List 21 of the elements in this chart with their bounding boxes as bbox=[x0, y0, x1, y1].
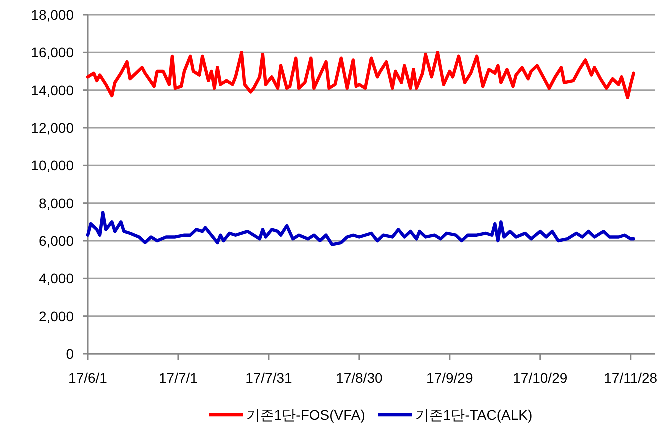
x-tick-label: 17/7/31 bbox=[246, 370, 293, 386]
line-series bbox=[86, 211, 636, 246]
line-series bbox=[86, 51, 636, 100]
y-tick-label: 12,000 bbox=[31, 120, 74, 136]
y-tick-label: 2,000 bbox=[38, 308, 74, 324]
y-tick-label: 4,000 bbox=[38, 270, 74, 287]
y-tick-label: 18,000 bbox=[31, 7, 74, 23]
x-tick-label: 17/9/29 bbox=[426, 370, 474, 386]
x-tick-label: 17/10/29 bbox=[513, 370, 568, 386]
y-tick-label: 10,000 bbox=[31, 158, 74, 174]
x-tick-label: 17/7/1 bbox=[159, 370, 198, 386]
x-tick-label: 17/11/28 bbox=[604, 370, 658, 386]
y-tick-label: 14,000 bbox=[31, 82, 74, 98]
x-tick-label: 17/6/1 bbox=[68, 370, 108, 386]
legend-label: 기존1단-TAC(ALK) bbox=[415, 407, 533, 423]
y-tick-label: 16,000 bbox=[31, 44, 74, 61]
y-tick-label: 8,000 bbox=[38, 195, 74, 212]
y-tick-label: 0 bbox=[66, 346, 74, 362]
x-tick-label: 17/8/30 bbox=[336, 370, 383, 386]
y-tick-label: 6,000 bbox=[38, 233, 74, 249]
legend-label: 기존1단-FOS(VFA) bbox=[246, 407, 366, 423]
